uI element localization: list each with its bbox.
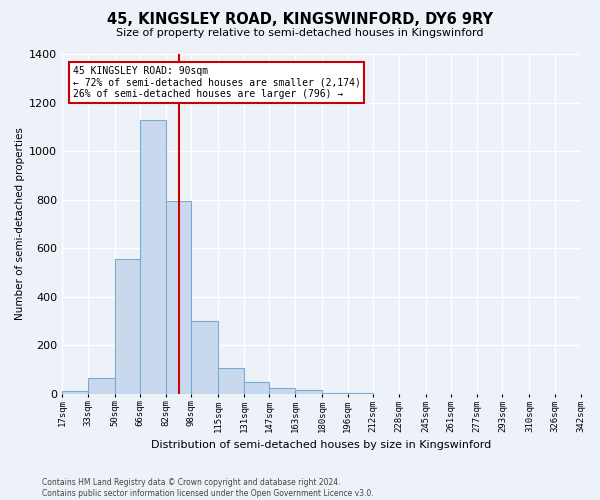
Bar	[166, 201, 191, 394]
Bar	[322, 392, 347, 394]
X-axis label: Distribution of semi-detached houses by size in Kingswinford: Distribution of semi-detached houses by …	[151, 440, 491, 450]
Bar	[218, 368, 244, 394]
Bar	[88, 378, 115, 394]
Bar	[295, 390, 322, 394]
Bar	[269, 388, 295, 394]
Text: 45, KINGSLEY ROAD, KINGSWINFORD, DY6 9RY: 45, KINGSLEY ROAD, KINGSWINFORD, DY6 9RY	[107, 12, 493, 28]
Text: Contains HM Land Registry data © Crown copyright and database right 2024.
Contai: Contains HM Land Registry data © Crown c…	[42, 478, 374, 498]
Bar	[62, 392, 88, 394]
Text: Size of property relative to semi-detached houses in Kingswinford: Size of property relative to semi-detach…	[116, 28, 484, 38]
Y-axis label: Number of semi-detached properties: Number of semi-detached properties	[15, 128, 25, 320]
Bar	[140, 120, 166, 394]
Bar	[244, 382, 269, 394]
Text: 45 KINGSLEY ROAD: 90sqm
← 72% of semi-detached houses are smaller (2,174)
26% of: 45 KINGSLEY ROAD: 90sqm ← 72% of semi-de…	[73, 66, 361, 99]
Bar	[115, 259, 140, 394]
Bar	[191, 321, 218, 394]
